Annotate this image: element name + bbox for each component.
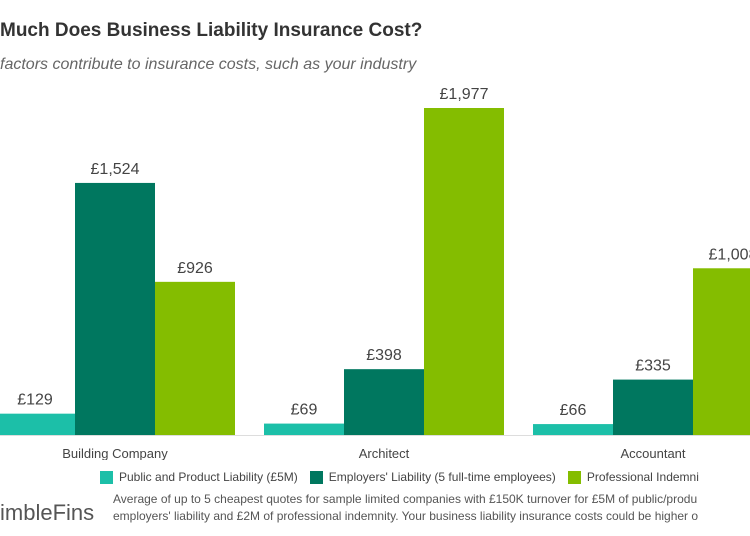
data-label: £129	[17, 392, 53, 409]
category-label: Architect	[359, 446, 410, 460]
legend-swatch	[567, 470, 581, 484]
bar	[264, 423, 344, 435]
legend-label: Professional Indemni	[586, 470, 699, 484]
bar	[533, 424, 613, 435]
footnote: Average of up to 5 cheapest quotes for s…	[113, 491, 698, 525]
data-label: £1,524	[91, 161, 140, 178]
bar	[344, 369, 424, 435]
bar	[693, 268, 750, 435]
bar	[75, 182, 155, 435]
legend-item: Professional Indemni	[567, 470, 699, 484]
data-label: £1,977	[440, 86, 489, 103]
data-label: £1,008	[709, 246, 750, 263]
chart-title: Much Does Business Liability Insurance C…	[0, 20, 423, 41]
footnote-line: employers' liability and £2M of professi…	[113, 509, 699, 523]
bar	[424, 108, 504, 435]
bar	[155, 281, 235, 435]
legend-label: Employers' Liability (5 full-time employ…	[328, 470, 556, 484]
data-label: £66	[560, 402, 587, 419]
logo: imbleFins	[0, 500, 95, 525]
legend-swatch	[309, 470, 323, 484]
bar-chart: £129 £1,524 £926 Building Company £69 £398 £1,…	[0, 86, 750, 460]
legend-item: Public and Product Liability (£5M)	[100, 470, 298, 484]
category-label: Accountant	[620, 446, 685, 460]
legend-label: Public and Product Liability (£5M)	[119, 470, 298, 484]
footnote-line: Average of up to 5 cheapest quotes for s…	[113, 492, 698, 506]
legend-swatch	[100, 470, 113, 484]
legend-item: Employers' Liability (5 full-time employ…	[309, 470, 556, 484]
legend: Public and Product Liability (£5M) Emplo…	[100, 470, 699, 484]
data-label: £335	[635, 358, 671, 375]
bar	[613, 379, 693, 435]
data-label: £398	[366, 347, 402, 364]
category-label: Building Company	[62, 446, 168, 460]
data-label: £926	[177, 260, 213, 277]
bar	[0, 413, 75, 435]
data-label: £69	[291, 402, 318, 419]
chart-subtitle: factors contribute to insurance costs, s…	[0, 56, 417, 73]
